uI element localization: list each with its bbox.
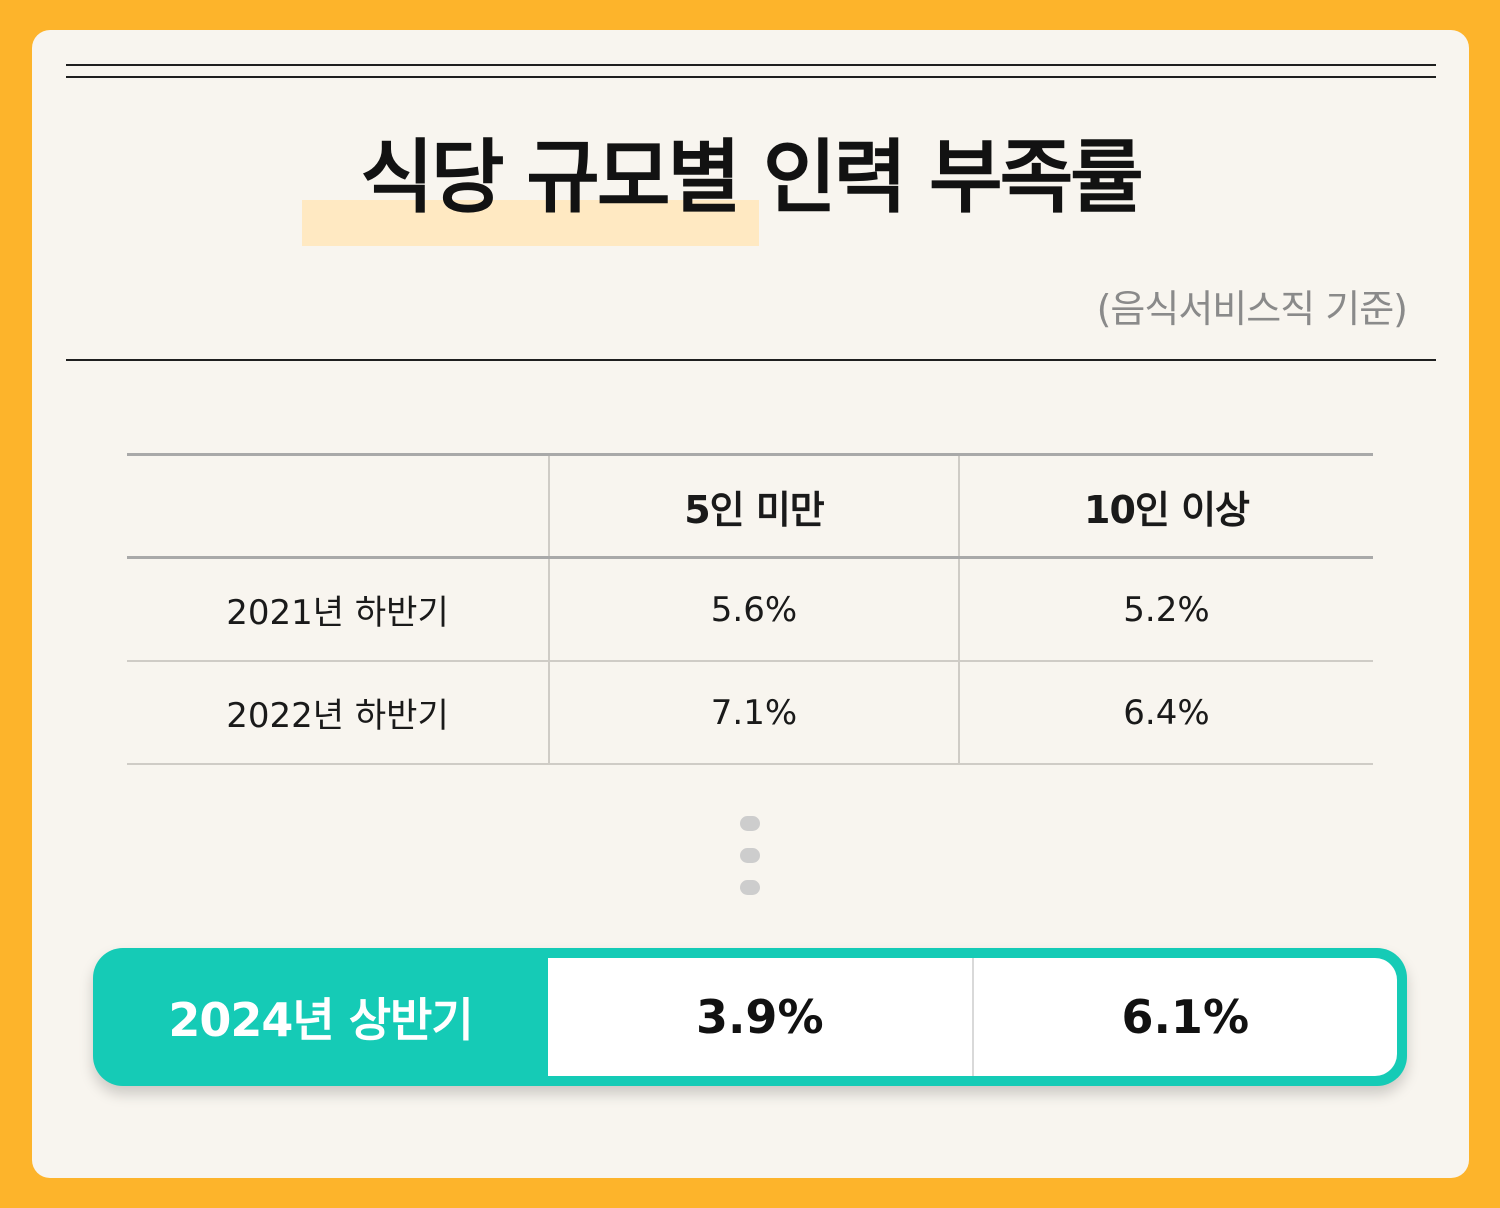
data-cell: 5.6% [548,557,959,662]
page-title: 식당 규모별 인력 부족률 [360,131,1144,224]
vertical-ellipsis-icon [740,816,760,912]
table-header-row: 5인 미만 10인 이상 [127,453,1373,559]
data-cell: 6.4% [958,661,1373,765]
data-table: 5인 미만 10인 이상 2021년 하반기 5.6% 5.2% 2022년 하… [127,453,1373,765]
table-row: 2022년 하반기 7.1% 6.4% [127,661,1373,765]
subtitle: (음식서비스직 기준) [1096,287,1408,331]
table-row: 2021년 하반기 5.6% 5.2% [127,557,1373,662]
top-double-rule-upper [66,64,1436,66]
row-label: 2021년 하반기 [127,557,549,662]
header-divider [66,359,1436,361]
data-cell: 5.2% [958,557,1373,662]
highlight-row-label: 2024년 상반기 [168,993,473,1047]
infographic-card: 식당 규모별 인력 부족률 (음식서비스직 기준) 5인 미만 10인 이상 2… [32,30,1469,1178]
data-cell: 7.1% [548,661,959,765]
highlight-row: 2024년 상반기 3.9% 6.1% [93,948,1407,1086]
top-double-rule-lower [66,76,1436,78]
corner-header-cell [127,453,549,559]
highlight-cell-10-plus: 6.1% [971,958,1398,1076]
row-label: 2022년 하반기 [127,661,549,765]
highlight-cell-under-5: 3.9% [695,990,824,1044]
column-header-10-plus: 10인 이상 [958,453,1373,559]
highlight-row-values: 3.9% 6.1% [548,958,1397,1076]
title-highlight [302,200,759,246]
column-header-under-5: 5인 미만 [548,453,959,559]
